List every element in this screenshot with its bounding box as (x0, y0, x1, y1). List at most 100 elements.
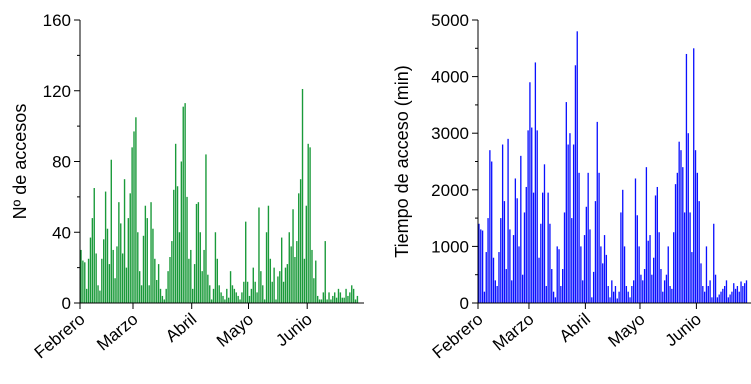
bar (744, 283, 746, 303)
bar (511, 280, 513, 303)
bar (239, 299, 241, 303)
bar (316, 295, 319, 303)
bar (713, 223, 715, 303)
x-tick-label: Febrero (429, 310, 487, 363)
y-tick-label: 160 (43, 11, 71, 30)
bar (125, 267, 128, 304)
bar (643, 269, 646, 303)
bar (591, 297, 593, 303)
bar (512, 235, 515, 303)
bar (554, 297, 557, 303)
bar (514, 178, 517, 303)
bar (720, 291, 722, 303)
bar (332, 295, 334, 303)
bar (594, 201, 597, 303)
bar (494, 280, 496, 303)
bar (178, 232, 181, 303)
bar (703, 291, 706, 303)
bar (218, 285, 220, 303)
bar (625, 286, 628, 303)
bar (296, 241, 298, 303)
bar (324, 295, 326, 303)
bar (683, 212, 686, 303)
bar (711, 297, 713, 303)
bar (645, 167, 648, 303)
chart-tiempo-acceso: 0 1000 2000 3000 4000 5000 Febrero Marzo Abril Ma… (392, 11, 751, 362)
bar (260, 271, 262, 303)
bar (108, 264, 111, 303)
bar (118, 202, 120, 303)
bar (335, 297, 338, 303)
bar (656, 186, 658, 303)
bar (284, 267, 287, 304)
bar (157, 264, 160, 303)
bar (543, 164, 546, 303)
bar (186, 196, 188, 304)
bar (129, 193, 131, 303)
bar (609, 297, 611, 303)
bar (154, 258, 156, 303)
bar (603, 235, 606, 303)
bar (123, 179, 126, 303)
bar (91, 218, 94, 303)
x-tick-label: Junio (662, 310, 705, 351)
bar (634, 178, 637, 303)
bar (337, 288, 340, 303)
bar (627, 291, 629, 303)
bar (698, 201, 700, 303)
bar (745, 280, 748, 303)
bar (600, 246, 602, 303)
bar (496, 286, 498, 303)
y-tick-label: 0 (460, 294, 469, 313)
bar (292, 209, 294, 303)
bar (736, 286, 739, 303)
bar (569, 133, 571, 303)
bar (724, 286, 726, 303)
bars (80, 88, 359, 304)
bar (654, 195, 657, 303)
bar (294, 257, 296, 303)
bar (660, 269, 662, 303)
bar (580, 246, 582, 303)
y-axis-title: Tiempo de acceso (min) (392, 65, 412, 257)
bar (97, 285, 99, 303)
bar (138, 271, 141, 303)
bar (131, 147, 133, 303)
bar (538, 257, 540, 303)
bar (133, 131, 135, 303)
bar (258, 207, 260, 303)
bar (142, 235, 145, 303)
bar (243, 281, 245, 303)
bar (280, 237, 283, 303)
bar (114, 278, 116, 303)
bar (571, 218, 573, 303)
bar (638, 246, 640, 303)
bar (705, 246, 708, 303)
bar (521, 274, 524, 303)
bar (339, 292, 342, 303)
y-tick-label: 120 (43, 82, 71, 101)
bar (629, 297, 631, 303)
bar (696, 172, 699, 303)
bar (140, 285, 143, 303)
bar (273, 267, 275, 304)
y-tick-label: 3000 (431, 124, 469, 143)
bar (607, 286, 609, 303)
bar (207, 274, 209, 303)
bar (121, 253, 124, 303)
bar (256, 292, 258, 303)
bar (241, 292, 243, 303)
bar (658, 232, 660, 303)
bar (271, 281, 273, 303)
bar (545, 286, 547, 303)
bar (616, 298, 618, 303)
bar (531, 127, 533, 303)
bar (540, 223, 542, 303)
bar (209, 285, 211, 303)
x-tick-label: Abril (162, 310, 200, 346)
bar (501, 144, 504, 303)
bar (700, 263, 702, 303)
bar (636, 215, 638, 303)
bar (135, 117, 137, 303)
bar (307, 143, 309, 303)
